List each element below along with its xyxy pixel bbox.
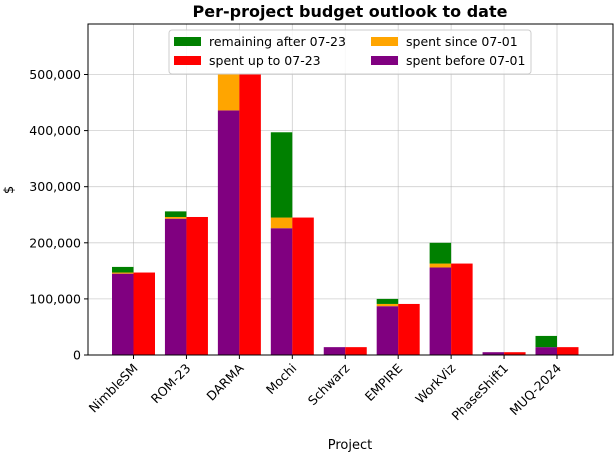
bar-remaining-after-07-23-workviz [429, 242, 452, 264]
y-tick-label: 200,000 [29, 235, 81, 250]
x-tick-label-schwarz: Schwarz [305, 360, 353, 408]
bar-remaining-after-07-23-empire [376, 298, 399, 304]
bar-spent-since-07-01-workviz [429, 263, 452, 268]
x-tick-label-muq-2024: MUQ-2024 [507, 360, 565, 418]
legend-box [168, 29, 532, 75]
bar-spent-since-07-01-rom-23 [164, 216, 187, 219]
legend-label-remaining: remaining after 07-23 [209, 34, 346, 49]
bar-remaining-after-07-23-mochi [270, 132, 293, 218]
bar-remaining-after-07-23-nimblesm [112, 266, 134, 273]
x-tick-label-rom-23: ROM-23 [148, 361, 194, 407]
plot-frame [87, 23, 614, 356]
legend-swatch-spent-up-to [174, 56, 201, 65]
bar-spent-up-to-07-23-workviz [451, 263, 473, 355]
x-axis-label: Project [328, 438, 372, 453]
y-axis-ticks: 0 100,000 200,000 300,000 400,000 500,000 [29, 67, 88, 363]
legend-label-spent-up-to: spent up to 07-23 [209, 53, 321, 68]
bar-spent-up-to-07-23-muq-2024 [557, 347, 579, 355]
bar-spent-since-07-01-nimblesm [112, 272, 134, 274]
bar-spent-up-to-07-23-schwarz [345, 347, 367, 355]
bars [112, 74, 579, 356]
bar-spent-up-to-07-23-darma [239, 74, 261, 356]
x-tick-label-phaseshift1: PhaseShift1 [448, 361, 511, 424]
bar-spent-up-to-07-23-rom-23 [186, 216, 208, 355]
bar-spent-before-07-01-darma [217, 110, 240, 355]
bar-remaining-after-07-23-rom-23 [164, 211, 187, 217]
bar-spent-before-07-01-schwarz [323, 347, 346, 355]
bar-spent-up-to-07-23-nimblesm [133, 272, 155, 355]
bar-spent-before-07-01-rom-23 [164, 218, 187, 355]
legend-swatch-spent-since [371, 37, 398, 46]
y-tick-label: 100,000 [29, 291, 81, 306]
bar-spent-up-to-07-23-phaseshift1 [504, 352, 526, 355]
x-tick-label-empire: EMPIRE [362, 360, 406, 404]
x-axis-ticks: NimbleSM ROM-23 DARMA Mochi Schwarz EMPIRE Wor… [86, 355, 565, 424]
legend-label-spent-since: spent since 07-01 [406, 34, 518, 49]
bar-spent-since-07-01-empire [376, 303, 399, 307]
x-tick-label-workviz: WorkViz [412, 360, 458, 406]
legend: remaining after 07-23 spent since 07-01 … [168, 29, 532, 75]
bar-spent-before-07-01-empire [376, 306, 399, 355]
legend-label-spent-before: spent before 07-01 [406, 53, 525, 68]
x-tick-label-darma: DARMA [203, 360, 246, 403]
bar-remaining-after-07-23-muq-2024 [535, 335, 557, 348]
y-tick-label: 300,000 [29, 179, 81, 194]
bar-spent-before-07-01-muq-2024 [535, 347, 557, 355]
chart-title: Per-project budget outlook to date [193, 2, 508, 21]
bar-spent-before-07-01-mochi [270, 228, 293, 355]
y-axis-label: $ [2, 186, 17, 194]
bar-spent-up-to-07-23-empire [398, 303, 420, 355]
y-tick-label: 400,000 [29, 123, 81, 138]
bar-spent-since-07-01-darma [217, 74, 240, 111]
bar-spent-since-07-01-mochi [270, 217, 293, 229]
legend-swatch-spent-before [371, 56, 398, 65]
y-tick-label: 500,000 [29, 67, 81, 82]
bar-spent-before-07-01-phaseshift1 [482, 352, 505, 355]
x-tick-label-mochi: Mochi [263, 361, 300, 398]
legend-swatch-remaining [174, 37, 201, 46]
bar-spent-before-07-01-workviz [429, 267, 452, 355]
x-tick-label-nimblesm: NimbleSM [86, 361, 141, 416]
bar-spent-up-to-07-23-mochi [292, 217, 314, 355]
bar-spent-before-07-01-nimblesm [112, 273, 134, 355]
y-tick-label: 0 [73, 348, 81, 363]
